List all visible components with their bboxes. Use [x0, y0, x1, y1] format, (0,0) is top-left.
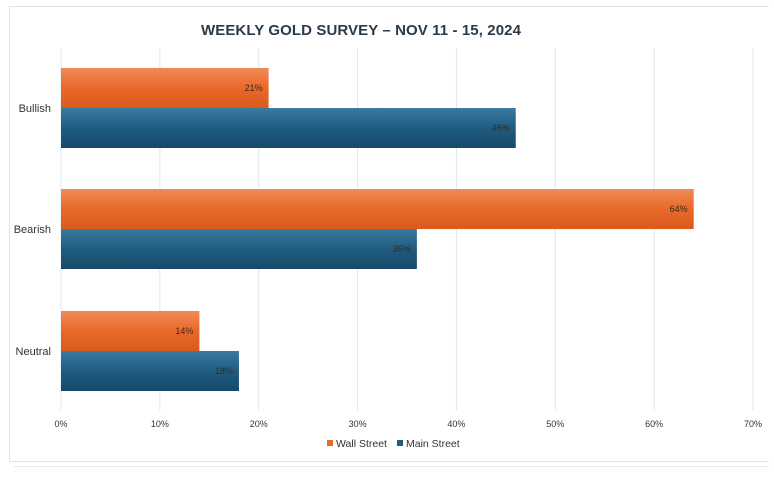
legend-swatch	[327, 440, 333, 446]
data-label: 64%	[670, 204, 688, 214]
data-label: 36%	[393, 244, 411, 254]
category-label: Neutral	[16, 346, 51, 358]
legend-swatch	[397, 440, 403, 446]
chart-title: WEEKLY GOLD SURVEY – NOV 11 - 15, 2024	[200, 22, 522, 39]
divider	[14, 466, 769, 467]
x-tick-label: 40%	[447, 419, 465, 429]
data-label: 21%	[245, 83, 263, 93]
x-tick-label: 10%	[151, 419, 169, 429]
legend-label: Main Street	[406, 438, 460, 450]
x-tick-label: 30%	[349, 419, 367, 429]
category-label: Bearish	[14, 224, 51, 236]
bar-main-street-neutral	[61, 351, 239, 391]
category-label: Bullish	[19, 103, 51, 115]
x-tick-label: 50%	[546, 419, 564, 429]
data-label: 46%	[492, 123, 510, 133]
x-tick-label: 0%	[54, 419, 67, 429]
bar-main-street-bullish	[61, 108, 516, 148]
x-tick-label: 20%	[250, 419, 268, 429]
bar-wall-street-neutral	[61, 311, 200, 351]
bar-main-street-bearish	[61, 229, 417, 269]
x-tick-label: 60%	[645, 419, 663, 429]
data-label: 14%	[175, 326, 193, 336]
x-tick-label: 70%	[744, 419, 762, 429]
bar-wall-street-bearish	[61, 189, 694, 229]
legend-label: Wall Street	[336, 438, 387, 450]
data-label: 18%	[215, 366, 233, 376]
bar-wall-street-bullish	[61, 68, 269, 108]
